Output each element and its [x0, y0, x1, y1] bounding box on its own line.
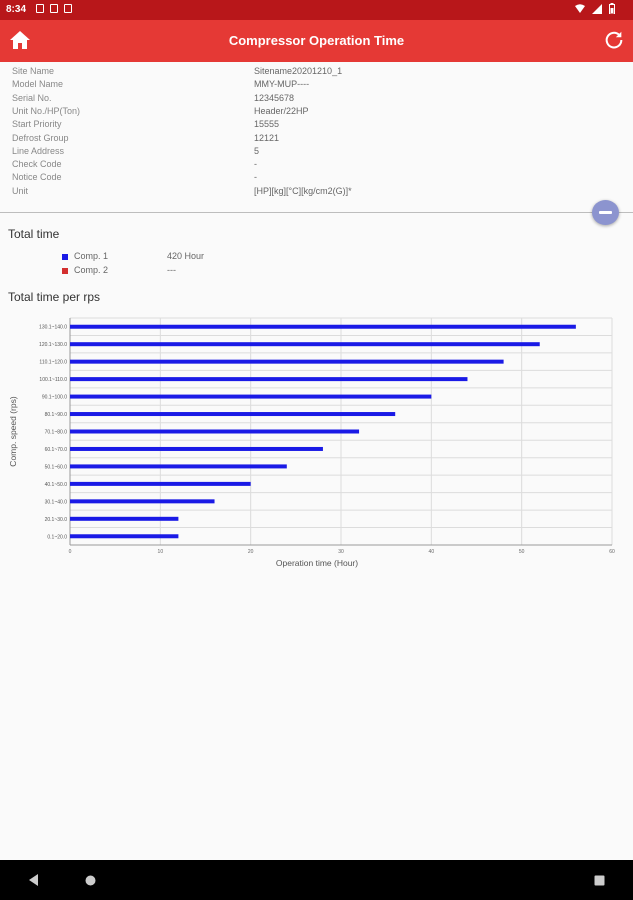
info-value: 12121 — [254, 132, 280, 143]
info-row: Defrost Group 12121 — [12, 133, 612, 146]
collapse-button[interactable] — [592, 200, 619, 225]
battery-icon — [609, 3, 615, 14]
info-row: Unit No./HP(Ton) Header/22HP — [12, 106, 612, 119]
bar — [70, 464, 287, 469]
per-rps-title: Total time per rps — [8, 290, 101, 304]
bar — [70, 324, 576, 329]
info-row: Check Code - — [12, 159, 612, 172]
y-axis-label: Comp. speed (rps) — [8, 396, 18, 467]
legend-swatch — [62, 254, 68, 260]
y-tick-label: 30.1~40.0 — [45, 499, 68, 505]
info-row: Start Priority 15555 — [12, 119, 612, 132]
y-tick-label: 50.1~60.0 — [45, 464, 68, 470]
signal-icon — [592, 3, 602, 14]
x-tick-label: 0 — [69, 549, 72, 555]
home-icon[interactable] — [8, 28, 32, 52]
bar — [70, 394, 432, 399]
status-time: 8:34 — [6, 4, 27, 15]
divider — [0, 212, 633, 213]
info-row: Site Name Sitename20201210_1 — [12, 66, 612, 79]
status-bar: 8:34 — [0, 0, 633, 20]
legend-item: Comp. 1 420 Hour — [62, 251, 262, 263]
info-label: Defrost Group — [12, 132, 69, 143]
page-title: Compressor Operation Time — [228, 33, 405, 48]
x-tick-label: 50 — [519, 549, 525, 555]
legend-swatch — [62, 268, 68, 274]
info-row: Unit [HP][kg][°C][kg/cm2(G)]* — [12, 186, 612, 199]
bar — [70, 534, 179, 539]
bar — [70, 429, 360, 434]
info-label: Model Name — [12, 79, 64, 90]
bar — [70, 499, 215, 504]
legend-value: --- — [167, 265, 176, 275]
y-tick-label: 80.1~90.0 — [45, 412, 68, 418]
x-axis-label: Operation time (Hour) — [276, 558, 358, 568]
info-label: Unit No./HP(Ton) — [12, 105, 81, 116]
info-row: Model Name MMY-MUP---- — [12, 79, 612, 92]
info-row: Line Address 5 — [12, 146, 612, 159]
shield-icon — [64, 4, 72, 13]
x-tick-label: 40 — [429, 549, 435, 555]
y-tick-label: 120.1~130.0 — [39, 342, 67, 348]
y-tick-label: 40.1~50.0 — [45, 482, 68, 488]
refresh-icon[interactable] — [603, 29, 625, 51]
info-label: Check Code — [12, 159, 62, 170]
bar — [70, 412, 396, 417]
bar — [70, 359, 504, 364]
wifi-icon — [575, 4, 585, 13]
info-value: - — [254, 172, 257, 183]
y-tick-label: 20.1~30.0 — [45, 517, 68, 523]
info-row: Serial No. 12345678 — [12, 93, 612, 106]
info-label: Notice Code — [12, 172, 62, 183]
info-value: MMY-MUP---- — [254, 79, 310, 90]
info-label: Serial No. — [12, 92, 52, 103]
info-value: 12345678 — [254, 92, 295, 103]
x-tick-label: 20 — [248, 549, 254, 555]
sd-card-icon — [50, 4, 58, 13]
bar — [70, 481, 251, 486]
back-icon[interactable] — [28, 874, 40, 886]
home-icon[interactable] — [85, 875, 96, 886]
info-label: Line Address — [12, 145, 65, 156]
info-value: Header/22HP — [254, 105, 309, 116]
x-tick-label: 60 — [609, 549, 615, 555]
info-row: Notice Code - — [12, 172, 612, 185]
y-tick-label: 130.1~140.0 — [39, 325, 67, 331]
legend-name: Comp. 1 — [74, 251, 109, 261]
info-label: Unit — [12, 185, 29, 196]
bar — [70, 377, 468, 382]
total-time-title: Total time — [8, 227, 60, 241]
bar — [70, 516, 179, 521]
info-label: Site Name — [12, 66, 55, 76]
info-value: Sitename20201210_1 — [254, 66, 343, 76]
info-label: Start Priority — [12, 119, 62, 130]
mail-icon — [36, 4, 44, 13]
info-value: [HP][kg][°C][kg/cm2(G)]* — [254, 185, 352, 196]
info-value: 5 — [254, 145, 260, 156]
y-tick-label: 0.1~20.0 — [47, 534, 67, 540]
y-tick-label: 60.1~70.0 — [45, 447, 68, 453]
recents-icon[interactable] — [594, 875, 605, 886]
y-tick-label: 70.1~80.0 — [45, 430, 68, 436]
info-value: 15555 — [254, 119, 280, 130]
y-tick-label: 110.1~120.0 — [39, 360, 67, 366]
x-tick-label: 30 — [338, 549, 344, 555]
y-tick-label: 90.1~100.0 — [42, 395, 67, 401]
legend-value: 420 Hour — [167, 251, 205, 261]
bar — [70, 342, 540, 347]
bar — [70, 446, 323, 451]
x-tick-label: 10 — [158, 549, 164, 555]
info-value: - — [254, 159, 257, 170]
y-tick-label: 100.1~110.0 — [39, 377, 67, 383]
minus-icon — [599, 211, 612, 214]
legend-name: Comp. 2 — [74, 265, 109, 275]
app-bar: Compressor Operation Time — [0, 20, 633, 62]
operation-time-chart: 0 10 20 30 40 50 60 0.1~20.0 20.1~30.0 30.1~40.0 4… — [8, 317, 615, 568]
navigation-bar — [0, 860, 633, 900]
legend-item: Comp. 2 --- — [62, 265, 262, 277]
